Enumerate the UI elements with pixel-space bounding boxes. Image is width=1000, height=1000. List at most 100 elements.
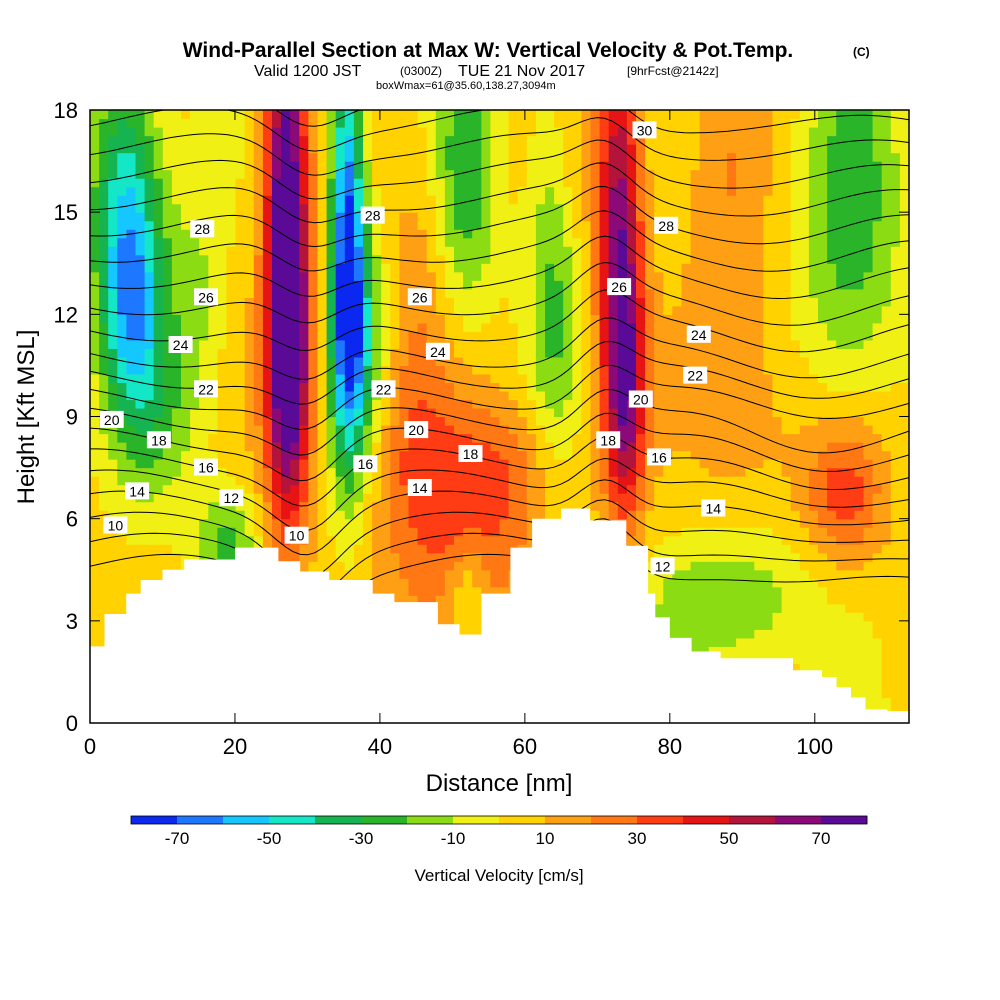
w-field-cell: [472, 467, 482, 477]
w-field-cell: [126, 365, 137, 375]
w-field-cell: [499, 356, 510, 367]
w-field-cell: [399, 467, 410, 477]
w-field-cell: [708, 212, 719, 222]
w-field-cell: [499, 110, 510, 120]
w-field-cell: [517, 169, 528, 179]
w-field-cell: [335, 569, 346, 579]
w-field-cell: [681, 544, 692, 554]
w-field-cell: [363, 152, 373, 162]
w-field-cell: [672, 314, 683, 324]
w-field-cell: [545, 407, 555, 418]
w-field-cell: [171, 195, 182, 205]
w-field-cell: [663, 203, 673, 213]
w-field-cell: [444, 510, 455, 520]
w-field-cell: [290, 135, 300, 145]
w-field-cell: [299, 254, 309, 264]
w-field-cell: [545, 510, 555, 520]
w-field-cell: [144, 246, 155, 256]
w-field-cell: [372, 373, 382, 384]
w-field-cell: [636, 425, 646, 435]
w-field-cell: [108, 339, 118, 349]
w-field-cell: [90, 297, 100, 307]
w-field-cell: [190, 416, 200, 426]
w-field-cell: [290, 271, 300, 281]
w-field-cell: [253, 305, 264, 315]
w-field-cell: [499, 399, 510, 409]
w-field-cell: [617, 484, 628, 494]
w-field-cell: [135, 195, 146, 205]
w-field-cell: [162, 263, 173, 273]
w-field-cell: [645, 305, 655, 315]
w-field-cell: [317, 229, 328, 239]
w-field-cell: [490, 561, 501, 571]
w-field-cell: [108, 271, 118, 281]
w-field-cell: [645, 382, 655, 392]
w-field-cell: [590, 484, 601, 494]
w-field-cell: [526, 407, 537, 418]
w-field-cell: [454, 178, 464, 188]
w-field-cell: [454, 356, 464, 367]
w-field-cell: [171, 390, 182, 401]
w-field-cell: [181, 425, 191, 435]
w-field-cell: [499, 382, 510, 392]
w-field-cell: [126, 561, 137, 571]
w-field-cell: [372, 127, 382, 137]
w-field-cell: [463, 161, 473, 171]
w-field-cell: [636, 186, 646, 196]
w-field-cell: [162, 416, 173, 426]
w-field-cell: [690, 144, 701, 154]
w-field-cell: [181, 442, 191, 452]
w-field-cell: [135, 322, 146, 332]
w-field-cell: [144, 569, 155, 579]
w-field-cell: [472, 322, 482, 332]
w-field-cell: [708, 348, 719, 358]
w-field-cell: [499, 246, 510, 256]
w-field-cell: [326, 144, 337, 154]
w-field-cell: [672, 390, 683, 401]
w-field-cell: [508, 416, 519, 426]
w-field-cell: [645, 416, 655, 426]
w-field-cell: [372, 169, 382, 179]
w-field-cell: [599, 195, 610, 205]
w-field-cell: [353, 263, 364, 273]
w-field-cell: [454, 501, 464, 511]
w-field-cell: [99, 629, 109, 639]
w-field-cell: [654, 467, 664, 477]
w-field-cell: [408, 331, 419, 341]
w-field-cell: [417, 186, 428, 196]
w-field-cell: [426, 178, 437, 188]
w-field-cell: [290, 382, 300, 392]
w-field-cell: [499, 297, 510, 307]
w-field-cell: [408, 348, 419, 358]
w-field-cell: [381, 314, 391, 324]
w-field-cell: [599, 220, 610, 230]
w-field-cell: [153, 510, 164, 520]
w-field-cell: [599, 127, 610, 137]
w-field-cell: [663, 246, 673, 256]
w-field-cell: [617, 271, 628, 281]
w-field-cell: [217, 322, 228, 332]
w-field-cell: [681, 586, 692, 596]
w-field-cell: [517, 433, 528, 443]
w-field-cell: [344, 484, 355, 494]
w-field-cell: [617, 135, 628, 145]
w-field-cell: [308, 169, 319, 179]
w-field-cell: [390, 518, 400, 528]
w-field-cell: [681, 127, 692, 137]
w-field-cell: [681, 271, 692, 281]
w-field-cell: [599, 161, 610, 171]
w-field-cell: [381, 229, 391, 239]
w-field-cell: [563, 493, 573, 503]
w-field-cell: [517, 493, 528, 503]
w-field-cell: [599, 110, 610, 120]
w-field-cell: [290, 263, 300, 273]
w-field-cell: [417, 595, 428, 605]
w-field-cell: [153, 203, 164, 213]
w-field-cell: [372, 297, 382, 307]
w-field-cell: [363, 178, 373, 188]
w-field-cell: [226, 212, 237, 222]
w-field-cell: [290, 331, 300, 341]
w-field-cell: [681, 322, 692, 332]
w-field-cell: [99, 169, 109, 179]
w-field-cell: [708, 399, 719, 409]
